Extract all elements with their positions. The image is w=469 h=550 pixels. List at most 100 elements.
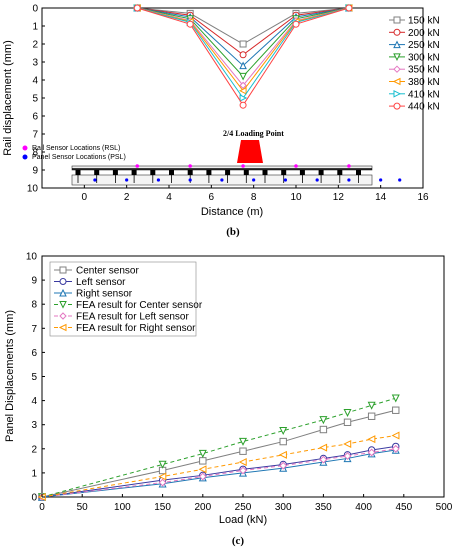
legend-swatch-marker	[393, 102, 401, 110]
data-point	[319, 416, 328, 425]
panel-sensor-dot	[252, 178, 256, 182]
data-point	[367, 435, 376, 444]
legend-swatch-marker	[393, 40, 401, 49]
legend-label: 150 kN	[408, 16, 440, 27]
data-point	[367, 401, 376, 410]
panel-sensor-dot	[93, 178, 97, 182]
legend-item-fea-result-for-left-sensor: FEA result for Left sensor	[54, 312, 189, 323]
data-point	[198, 449, 207, 458]
data-point	[367, 412, 376, 420]
y-tick-label: 7	[32, 130, 38, 141]
legend-label: Left sensor	[76, 277, 126, 288]
legend-label: Right sensor	[76, 289, 133, 300]
x-tick-label: 450	[395, 502, 412, 513]
data-point	[319, 443, 328, 452]
x-tick-label: 500	[436, 502, 453, 513]
sleeper-pad	[169, 170, 174, 175]
y-tick-label: 1	[31, 468, 37, 479]
x-tick-label: 0	[39, 502, 45, 513]
data-point	[158, 478, 167, 487]
x-tick-label: 200	[194, 502, 211, 513]
data-point	[391, 394, 400, 403]
rail-sensor-dot	[241, 164, 245, 168]
y-tick-label: 0	[31, 493, 37, 504]
legend-swatch-marker	[393, 16, 401, 24]
legend-swatch-marker	[392, 77, 401, 86]
series-line	[41, 397, 396, 498]
legend-label: FEA result for Left sensor	[76, 312, 189, 323]
y-tick-label: 5	[31, 372, 37, 383]
data-point	[343, 439, 352, 448]
legend-swatch-marker	[393, 28, 401, 36]
data-point	[239, 40, 247, 48]
legend-swatch-marker	[59, 288, 67, 297]
x-tick-label: 14	[375, 192, 387, 203]
data-point	[238, 437, 248, 446]
rail-sensor-dot	[188, 164, 192, 168]
panel-sensor-dot	[156, 178, 161, 182]
chart-c-x-axis-label: Load (kN)	[219, 514, 267, 526]
chart-b-legend-box	[387, 12, 421, 114]
panel-sensor-dot	[347, 178, 351, 182]
track-schematic: 2/4 Loading Point Rail Sensor Locations …	[22, 129, 402, 186]
x-tick-label: 150	[154, 502, 171, 513]
panel-sensor-dot	[379, 178, 383, 182]
legend-item-150-kn: 150 kN	[389, 16, 440, 27]
y-tick-label: 2	[31, 444, 37, 455]
data-point	[239, 81, 247, 90]
x-tick-label: 6	[209, 192, 215, 203]
legend-item-250-kn: 250 kN	[389, 40, 440, 51]
series-line	[41, 435, 396, 498]
chart-c-legend-box	[49, 261, 197, 337]
x-tick-label: 350	[315, 502, 332, 513]
y-tick-label: 9	[32, 166, 38, 177]
series-fea-result-for-center-sensor	[37, 394, 400, 502]
x-tick-label: 300	[275, 502, 292, 513]
legend-item-fea-result-for-center-sensor: FEA result for Center sensor	[54, 300, 203, 311]
sleeper-pad	[150, 170, 156, 175]
panel-sensor-legend-dot	[22, 154, 28, 160]
x-tick-label: 400	[355, 502, 372, 513]
panel-sensor-dot	[398, 178, 402, 182]
series-440-kn	[133, 4, 353, 109]
y-tick-label: 2	[32, 40, 38, 51]
legend-label: 410 kN	[408, 89, 440, 100]
rail-sensor-dot	[294, 164, 298, 168]
data-point	[367, 448, 376, 457]
legend-label: 300 kN	[408, 52, 440, 63]
panel-sensor-dot	[315, 178, 319, 182]
sleeper-pad	[318, 170, 324, 175]
legend-label: Center sensor	[76, 266, 139, 277]
data-point	[158, 472, 167, 481]
rail-sensor-dot	[347, 164, 351, 168]
rail-sensor-dot	[135, 164, 140, 168]
data-point	[391, 444, 400, 453]
x-tick-label: 2	[124, 192, 130, 203]
sleeper-pad	[75, 170, 81, 175]
data-point	[319, 425, 328, 434]
legend-item-left-sensor: Left sensor	[54, 277, 126, 288]
legend-swatch-marker	[393, 89, 402, 98]
loading-point-label: 2/4 Loading Point	[223, 129, 284, 138]
legend-swatch-marker	[393, 65, 401, 73]
legend-swatch-marker	[59, 312, 67, 320]
legend-label: 350 kN	[408, 65, 440, 76]
rail-sensor-legend-label: Rail Sensor Locations (RSL)	[32, 145, 120, 152]
legend-swatch-marker	[58, 323, 67, 332]
legend-label: FEA result for Center sensor	[76, 300, 203, 311]
loading-point-block	[237, 140, 263, 163]
y-tick-label: 9	[31, 276, 37, 287]
legend-item-380-kn: 380 kN	[389, 77, 440, 88]
legend-item-350-kn: 350 kN	[389, 65, 440, 76]
series-line	[41, 448, 396, 498]
data-point	[278, 450, 287, 459]
legend-label: FEA result for Right sensor	[76, 323, 196, 334]
data-point	[343, 418, 352, 426]
sleeper-pad	[112, 170, 118, 175]
panel-sensor-legend-label: Panel Sensor Locations (PSL)	[32, 154, 126, 161]
chart-c-y-axis-label: Panel Displacements (mm)	[4, 310, 16, 442]
sleeper-pad	[94, 170, 100, 175]
chart-b-plot-frame	[41, 7, 424, 189]
data-point	[239, 101, 247, 109]
